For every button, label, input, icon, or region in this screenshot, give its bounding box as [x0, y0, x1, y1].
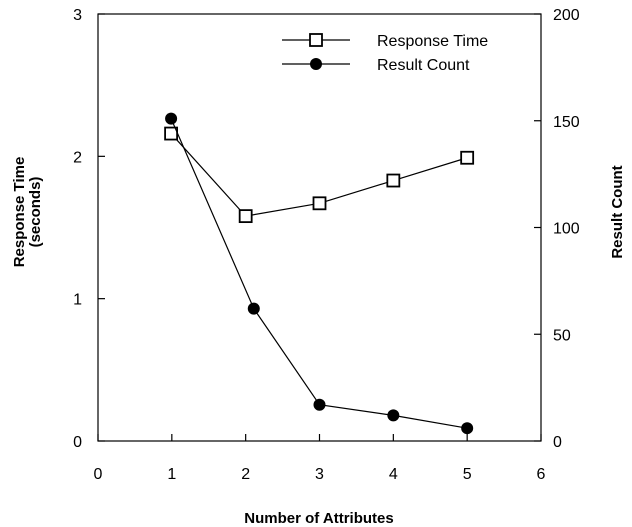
data-point-result-count	[461, 422, 474, 435]
y-left-tick-label: 0	[73, 434, 82, 451]
x-tick-label: 6	[537, 466, 546, 483]
x-axis: 0 1 2 3 4 5 6	[94, 434, 546, 483]
y-right-tick-label: 150	[553, 114, 580, 131]
y-left-tick-label: 2	[73, 149, 82, 166]
legend-marker-circle	[310, 58, 322, 70]
legend-marker-square	[309, 33, 323, 47]
data-point-response-time	[460, 150, 475, 165]
x-tick-label: 4	[389, 466, 398, 483]
data-point-result-count	[247, 302, 260, 315]
y-axis-right-title: Result Count	[609, 165, 626, 258]
data-point-response-time	[238, 209, 253, 224]
y-right-tick-label: 100	[553, 221, 580, 238]
x-tick-label: 2	[241, 466, 250, 483]
y-left-tick-label: 1	[73, 292, 82, 309]
series-line-result-count	[170, 118, 468, 429]
y-axis-left-title-line1: Response Time	[11, 157, 28, 268]
x-axis-title: Number of Attributes	[244, 510, 393, 527]
x-tick-label: 0	[94, 466, 103, 483]
x-tick-label: 3	[315, 466, 324, 483]
x-tick-label: 5	[463, 466, 472, 483]
legend-label-response-time: Response Time	[377, 33, 488, 50]
data-point-result-count	[313, 398, 326, 411]
y-axis-right: 0 50 100 150 200	[534, 7, 580, 451]
y-axis-left-title-line2: (seconds)	[27, 177, 44, 248]
y-right-tick-label: 50	[553, 327, 571, 344]
x-tick-label: 1	[167, 466, 176, 483]
data-point-result-count	[387, 409, 400, 422]
legend-label-result-count: Result Count	[377, 57, 470, 74]
y-axis-left: 0 1 2 3	[73, 7, 105, 451]
y-right-tick-label: 0	[553, 434, 562, 451]
data-point-result-count	[165, 112, 178, 125]
y-left-tick-label: 3	[73, 7, 82, 24]
legend: Response Time Result Count	[282, 33, 488, 74]
series-layer	[164, 112, 475, 435]
data-point-response-time	[386, 173, 401, 188]
data-point-response-time	[312, 196, 327, 211]
y-right-tick-label: 200	[553, 7, 580, 24]
plot-frame	[97, 13, 542, 442]
